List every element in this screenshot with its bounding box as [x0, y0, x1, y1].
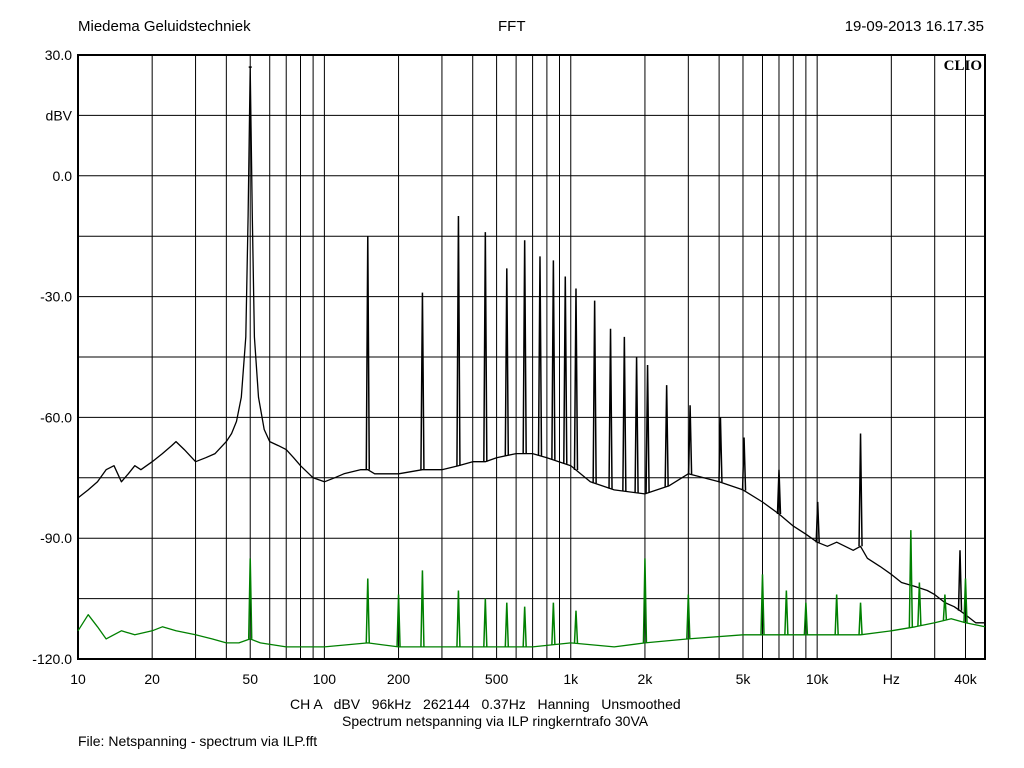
series-0-peak	[522, 240, 527, 454]
x-tick-label: 40k	[954, 671, 978, 687]
series-1-peak	[551, 602, 556, 645]
series-1-peak	[247, 558, 253, 639]
series-0-peak	[622, 336, 627, 492]
series-0-peak	[634, 356, 639, 493]
series-1-peak	[396, 594, 401, 647]
series-1-peak	[834, 594, 839, 635]
series-1-peak	[642, 558, 648, 643]
header-company: Miedema Geluidstechniek	[78, 18, 251, 35]
series-0-peak	[664, 385, 669, 487]
series-0-peak	[592, 300, 597, 484]
series-1-peak	[456, 590, 461, 647]
series-0-peak	[815, 501, 820, 543]
chart-caption: Spectrum netspanning via ILP ringkerntra…	[342, 713, 649, 729]
x-tick-label: 10	[70, 671, 86, 687]
y-tick-label: dBV	[46, 107, 73, 123]
series-1-peak	[365, 578, 371, 643]
series-1-peak	[908, 530, 914, 628]
series-1-trace	[77, 614, 986, 648]
x-tick-label: 50	[242, 671, 258, 687]
x-tick-label: 100	[313, 671, 337, 687]
clio-logo: CLIO	[944, 58, 982, 74]
series-0-peak	[365, 236, 371, 470]
measurement-settings: CH A dBV 96kHz 262144 0.37Hz Hanning Uns…	[290, 696, 681, 712]
series-0-peak	[608, 328, 613, 489]
series-1-peak	[420, 570, 425, 647]
y-tick-label: -60.0	[40, 409, 72, 425]
series-0-peak	[537, 256, 543, 456]
file-name: File: Netspanning - spectrum via ILP.fft	[78, 733, 318, 749]
x-tick-label: 20	[144, 671, 160, 687]
series-0-trace	[77, 66, 985, 624]
series-0-peak	[776, 469, 782, 515]
series-0-peak	[563, 276, 568, 464]
y-tick-label: -90.0	[40, 530, 72, 546]
series-0-peak	[551, 260, 556, 460]
series-1-peak	[784, 590, 789, 635]
series-1-peak	[917, 582, 922, 626]
series-0-peak	[687, 405, 693, 475]
y-tick-label: -30.0	[40, 289, 72, 305]
series-0-peak	[504, 268, 510, 456]
series-0-peak	[483, 232, 488, 462]
series-0-peak	[858, 433, 863, 547]
series-0-peak	[741, 437, 747, 491]
series-0-peak	[420, 292, 425, 470]
x-tick-label: 500	[485, 671, 509, 687]
header-timestamp: 19-09-2013 16.17.35	[844, 18, 984, 35]
y-tick-label: 0.0	[53, 168, 73, 184]
x-tick-label: Hz	[883, 671, 900, 687]
x-tick-label: 200	[387, 671, 411, 687]
series-0-peak	[573, 288, 579, 471]
y-tick-label: -120.0	[32, 651, 72, 667]
series-0-peak	[718, 417, 723, 483]
x-tick-label: 5k	[736, 671, 752, 687]
series-1-peak	[803, 602, 809, 635]
series-1-peak	[483, 598, 488, 647]
series-1-peak	[963, 578, 968, 623]
series-0-peak	[957, 550, 963, 611]
x-tick-label: 2k	[638, 671, 654, 687]
series-1-peak	[504, 602, 510, 647]
series-1-peak	[858, 602, 863, 635]
series-1-peak	[686, 594, 691, 639]
series-0-peak	[456, 216, 461, 466]
plot-frame	[77, 54, 986, 660]
series-1-peak	[760, 574, 765, 635]
series-1-peak	[522, 606, 527, 647]
x-tick-label: 1k	[563, 671, 579, 687]
series-1-peak	[573, 610, 579, 644]
x-tick-label: 10k	[806, 671, 830, 687]
series-0-peak	[645, 365, 650, 494]
series-1-peak	[942, 594, 948, 621]
y-tick-label: 30.0	[45, 47, 72, 63]
header-mode: FFT	[498, 18, 526, 35]
